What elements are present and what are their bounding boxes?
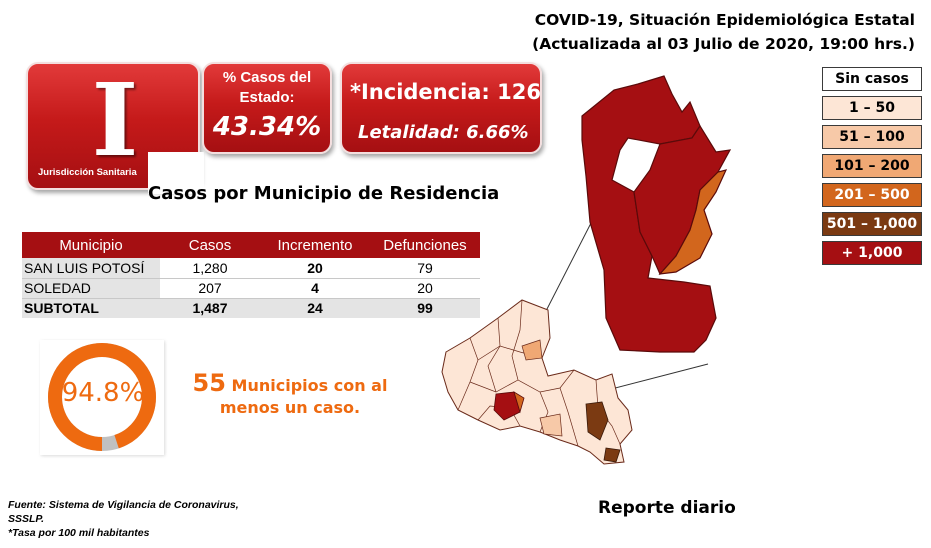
legend-item: 101 – 200 <box>822 154 922 178</box>
subtotal-incremento: 24 <box>260 298 370 318</box>
cell-incremento: 20 <box>260 258 370 279</box>
jurisdiction-label: Jurisdicción Sanitaria <box>38 167 137 178</box>
page-title: COVID-19, Situación Epidemiológica Estat… <box>532 8 915 56</box>
cell-defunciones: 20 <box>370 278 480 299</box>
map-legend: Sin casos 1 – 50 51 – 100 101 – 200 201 – 50… <box>822 67 922 270</box>
map-high-case-municipality <box>603 447 621 463</box>
cell-casos: 1,280 <box>160 258 260 279</box>
subtotal-label: SUBTOTAL <box>22 298 160 318</box>
legend-item: Sin casos <box>822 67 922 91</box>
jurisdiction-numeral: I <box>91 61 139 179</box>
municipality-soledad <box>658 169 728 275</box>
state-percent-label: % Casos del Estado: <box>222 69 312 106</box>
donut-fill-arc <box>48 343 156 451</box>
municipalities-text-2: menos un caso. <box>219 398 361 417</box>
cell-municipio: SOLEDAD <box>22 278 160 299</box>
cases-table: Municipio Casos Incremento Defunciones S… <box>22 232 480 318</box>
map-mid-case-municipality <box>539 413 563 437</box>
map-mid-case-municipality <box>521 339 543 361</box>
header-municipio: Municipio <box>22 232 160 258</box>
header-casos: Casos <box>160 232 260 258</box>
cell-defunciones: 79 <box>370 258 480 279</box>
map-slp-small <box>493 391 521 421</box>
header-incremento: Incremento <box>260 232 370 258</box>
cell-incremento: 4 <box>260 278 370 299</box>
state-outline <box>441 299 633 465</box>
title-line-1: COVID-19, Situación Epidemiológica Estat… <box>534 11 915 29</box>
cell-municipio: SAN LUIS POTOSÍ <box>22 258 160 279</box>
section-title: Casos por Municipio de Residencia <box>148 183 500 204</box>
header-defunciones: Defunciones <box>370 232 480 258</box>
map-high-case-municipality <box>585 401 609 441</box>
coverage-donut <box>48 343 156 451</box>
incidence-text: *Incidencia: 126.1 <box>350 80 541 104</box>
coverage-percent: 94.8% <box>61 378 145 408</box>
source-note: Fuente: Sistema de Vigilancia de Coronav… <box>8 498 239 540</box>
rates-card: *Incidencia: 126.1 Letalidad: 6.66% <box>340 62 542 154</box>
state-percent-value: 43.34% <box>212 112 322 142</box>
subtotal-casos: 1,487 <box>160 298 260 318</box>
legend-item: + 1,000 <box>822 241 922 265</box>
legend-item: 501 – 1,000 <box>822 212 922 236</box>
subtotal-defunciones: 99 <box>370 298 480 318</box>
municipalities-count: 55 <box>192 369 226 397</box>
legend-item: 1 – 50 <box>822 96 922 120</box>
lethality-text: Letalidad: 6.66% <box>358 122 529 143</box>
report-label: Reporte diario <box>598 498 736 518</box>
legend-item: 51 – 100 <box>822 125 922 149</box>
title-line-2: (Actualizada al 03 Julio de 2020, 19:00 … <box>532 35 915 53</box>
card-notch <box>148 152 204 194</box>
table-subtotal-row: SUBTOTAL 1,487 24 99 <box>22 298 480 318</box>
table-row: SAN LUIS POTOSÍ 1,280 20 79 <box>22 258 480 279</box>
cell-casos: 207 <box>160 278 260 299</box>
municipalities-note: 55 Municipios con al menos un caso. <box>190 369 390 419</box>
state-percent-card: % Casos del Estado: 43.34% <box>202 62 332 154</box>
map-soledad-small <box>513 391 525 414</box>
table-header-row: Municipio Casos Incremento Defunciones <box>22 232 480 258</box>
table-row: SOLEDAD 207 4 20 <box>22 278 480 299</box>
municipalities-text-1: Municipios con al <box>231 376 388 395</box>
legend-item: 201 – 500 <box>822 183 922 207</box>
coverage-donut-panel <box>40 340 164 455</box>
source-line-2: SSSLP. <box>8 513 44 525</box>
source-line-3: *Tasa por 100 mil habitantes <box>8 527 150 539</box>
source-line-1: Fuente: Sistema de Vigilancia de Coronav… <box>8 499 239 511</box>
